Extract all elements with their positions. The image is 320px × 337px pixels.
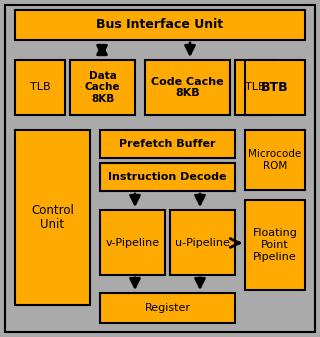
Text: Floating
Point
Pipeline: Floating Point Pipeline — [252, 228, 297, 262]
Bar — [100, 163, 235, 191]
Bar — [170, 210, 235, 275]
Bar — [235, 60, 275, 115]
Text: Microcode
ROM: Microcode ROM — [248, 149, 302, 171]
Text: Control
Unit: Control Unit — [31, 204, 74, 232]
Text: Code Cache
8KB: Code Cache 8KB — [151, 77, 224, 98]
Text: TLB: TLB — [245, 83, 265, 92]
Bar — [100, 293, 235, 323]
Text: Register: Register — [145, 303, 190, 313]
Text: Instruction Decode: Instruction Decode — [108, 172, 227, 182]
Bar — [245, 200, 305, 290]
Bar — [100, 130, 235, 158]
Bar — [70, 60, 135, 115]
Text: BTB: BTB — [261, 81, 289, 94]
Bar — [100, 210, 165, 275]
Bar — [245, 130, 305, 190]
Text: Prefetch Buffer: Prefetch Buffer — [119, 139, 216, 149]
Bar — [15, 10, 305, 40]
Bar — [15, 60, 65, 115]
Bar — [15, 130, 90, 305]
Text: v-Pipeline: v-Pipeline — [105, 238, 160, 247]
Text: Bus Interface Unit: Bus Interface Unit — [96, 19, 224, 31]
Text: Data
Cache
8KB: Data Cache 8KB — [85, 71, 120, 104]
Bar — [145, 60, 230, 115]
Bar — [245, 60, 305, 115]
Text: TLB: TLB — [30, 83, 50, 92]
Text: u-Pipeline: u-Pipeline — [175, 238, 230, 247]
